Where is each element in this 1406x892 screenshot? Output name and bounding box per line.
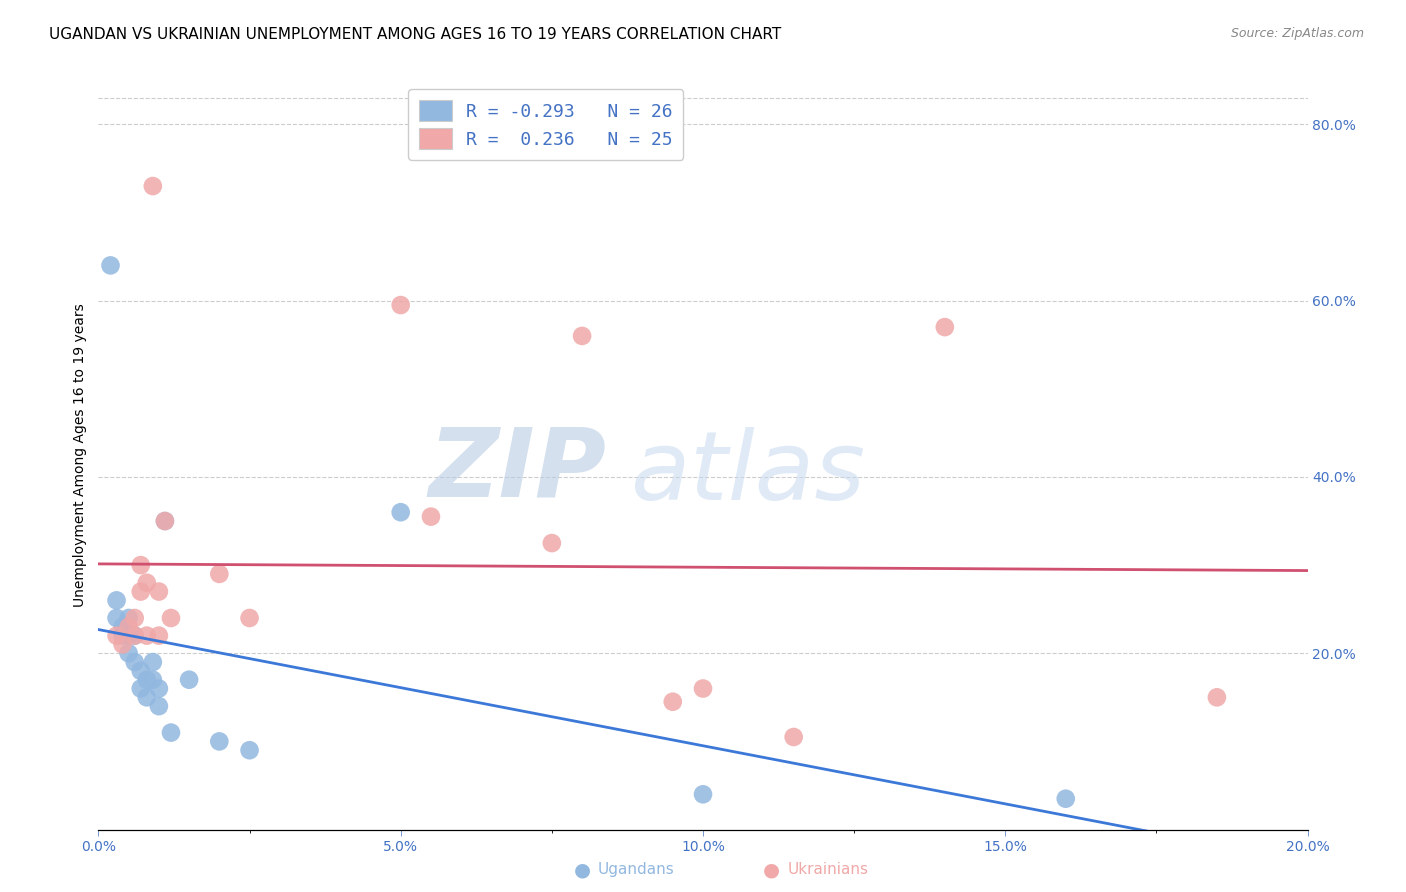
Point xyxy=(129,664,152,678)
Point xyxy=(105,611,128,625)
Point xyxy=(105,629,128,643)
Point xyxy=(105,593,128,607)
Point xyxy=(135,690,157,705)
Point xyxy=(142,179,165,194)
Point xyxy=(148,699,170,714)
Point xyxy=(148,681,170,696)
Point xyxy=(571,329,593,343)
Point xyxy=(129,584,152,599)
Point xyxy=(160,611,183,625)
Point xyxy=(661,695,683,709)
Point xyxy=(153,514,176,528)
Point xyxy=(1206,690,1229,705)
Point xyxy=(124,611,146,625)
Text: ●: ● xyxy=(763,860,780,880)
Point xyxy=(111,637,134,651)
Point xyxy=(208,734,231,748)
Text: Ugandans: Ugandans xyxy=(598,863,675,877)
Point xyxy=(1054,791,1077,805)
Point xyxy=(135,575,157,590)
Point xyxy=(118,611,141,625)
Point xyxy=(208,566,231,581)
Point xyxy=(124,655,146,669)
Point xyxy=(389,298,412,312)
Point xyxy=(142,655,165,669)
Point xyxy=(148,584,170,599)
Point xyxy=(124,629,146,643)
Point xyxy=(135,629,157,643)
Point xyxy=(111,629,134,643)
Text: ●: ● xyxy=(574,860,591,880)
Point xyxy=(124,629,146,643)
Point xyxy=(118,620,141,634)
Point xyxy=(142,673,165,687)
Point xyxy=(118,646,141,660)
Point xyxy=(692,681,714,696)
Point xyxy=(160,725,183,739)
Point xyxy=(239,611,262,625)
Point xyxy=(179,673,201,687)
Text: UGANDAN VS UKRAINIAN UNEMPLOYMENT AMONG AGES 16 TO 19 YEARS CORRELATION CHART: UGANDAN VS UKRAINIAN UNEMPLOYMENT AMONG … xyxy=(49,27,782,42)
Point xyxy=(118,629,141,643)
Point xyxy=(420,509,443,524)
Point xyxy=(389,505,412,519)
Point xyxy=(129,681,152,696)
Point xyxy=(111,620,134,634)
Point xyxy=(129,558,152,573)
Text: Source: ZipAtlas.com: Source: ZipAtlas.com xyxy=(1230,27,1364,40)
Text: Ukrainians: Ukrainians xyxy=(787,863,869,877)
Point xyxy=(135,673,157,687)
Y-axis label: Unemployment Among Ages 16 to 19 years: Unemployment Among Ages 16 to 19 years xyxy=(73,303,87,607)
Point xyxy=(540,536,562,550)
Point xyxy=(934,320,956,334)
Text: ZIP: ZIP xyxy=(429,424,606,516)
Point xyxy=(100,259,122,273)
Point xyxy=(783,730,806,744)
Point xyxy=(692,787,714,801)
Point xyxy=(148,629,170,643)
Text: atlas: atlas xyxy=(630,427,866,520)
Point xyxy=(239,743,262,757)
Point xyxy=(153,514,176,528)
Legend: R = -0.293   N = 26, R =  0.236   N = 25: R = -0.293 N = 26, R = 0.236 N = 25 xyxy=(408,89,683,160)
